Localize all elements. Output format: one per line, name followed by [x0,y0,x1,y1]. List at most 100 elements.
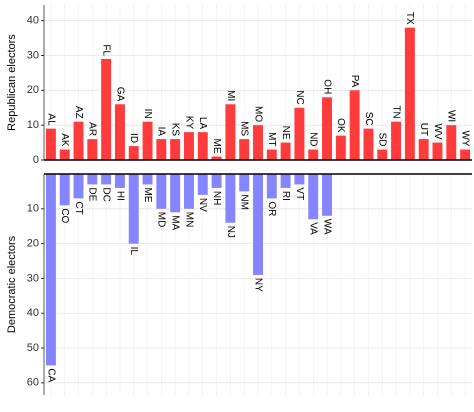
bar [156,139,167,160]
bar [183,174,194,209]
y-tick-label: 0 [33,154,39,166]
bar [322,97,333,160]
bar-label: CO [59,208,70,223]
y-axis-title: Democratic electors [6,235,18,333]
bar-label: NV [197,198,208,212]
bar-label: AR [87,122,98,136]
bar [211,174,222,188]
bar [377,149,388,160]
y-tick-label: 30 [27,272,39,284]
bar-label: HI [114,191,125,201]
bar-label: SD [377,133,388,147]
bar-label: ME [211,139,222,154]
bar-label: RI [280,191,291,201]
bar-label: ME [142,187,153,202]
bar-label: VA [308,222,319,235]
bar-label: TX [404,12,415,25]
bar [45,128,56,160]
bar [308,174,319,220]
bar-label: AZ [73,106,84,119]
bar [170,139,181,160]
bar [418,139,429,160]
bar-label: GA [114,87,125,102]
bar-label: OR [266,201,277,216]
bar-label: MO [252,106,263,122]
y-tick-label: 20 [27,84,39,96]
bar-label: KS [170,123,181,137]
y-axis-title: Republican electors [6,34,18,131]
bar-label: NM [239,194,250,210]
bar [349,90,360,160]
bar [280,142,291,160]
bar-label: NE [280,126,291,140]
bar [391,121,402,160]
bar-label: ID [128,133,139,143]
bar-label: MS [239,121,250,136]
bar-label: DE [87,187,98,201]
bar-label: WI [446,110,457,122]
bar-label: NH [211,191,222,205]
bar [101,174,112,185]
bar [404,27,415,161]
bar [446,125,457,160]
bar-label: CA [45,368,56,382]
bar-label: MT [266,132,277,146]
bar [294,174,305,185]
bar-label: UT [418,123,429,136]
bar-label: KY [183,116,194,130]
y-tick-label: 40 [27,15,39,27]
bar-label: MN [183,212,194,228]
bar-label: NY [252,278,263,292]
bar [73,174,84,199]
y-tick-label: 10 [27,203,39,215]
bar [253,125,263,160]
y-tick-label: 10 [27,119,39,131]
bar [114,174,125,188]
bar [225,104,236,160]
bar-label: WV [432,123,443,139]
bar [239,139,250,160]
bar [87,139,98,160]
bar [225,174,236,223]
bar-label: VT [294,187,305,200]
bar-label: IN [142,109,153,119]
bar [128,174,139,244]
bar [363,128,374,160]
bar [280,174,291,188]
bar [101,58,112,160]
bar-label: MA [170,215,181,230]
bar [308,149,319,160]
bar [322,174,333,216]
bar-label: FL [100,44,111,56]
bar-label: LA [197,117,208,130]
bar [253,174,263,275]
bar-label: OK [335,118,346,133]
bar-label: AK [59,133,70,147]
bar [87,174,98,185]
bar [432,142,443,160]
bar [128,146,139,160]
bar-label: WY [459,130,470,146]
bar [59,174,70,206]
bar [197,174,208,195]
y-tick-label: 60 [27,377,39,389]
bar-label: DC [100,187,111,201]
bar-label: WA [321,219,332,235]
bar [170,174,181,213]
bar [294,107,305,160]
bar [239,174,250,192]
y-tick-label: 40 [27,307,39,319]
bar [45,174,56,366]
bar-label: IL [128,247,139,256]
bar [197,132,208,160]
bar-label: NC [294,90,305,104]
y-tick-label: 20 [27,238,39,250]
bar [266,174,277,199]
bar [183,132,194,160]
bar [114,104,125,160]
bar-label: PA [349,75,360,88]
bar [335,135,346,160]
y-tick-label: 30 [27,49,39,61]
bar [266,149,277,160]
